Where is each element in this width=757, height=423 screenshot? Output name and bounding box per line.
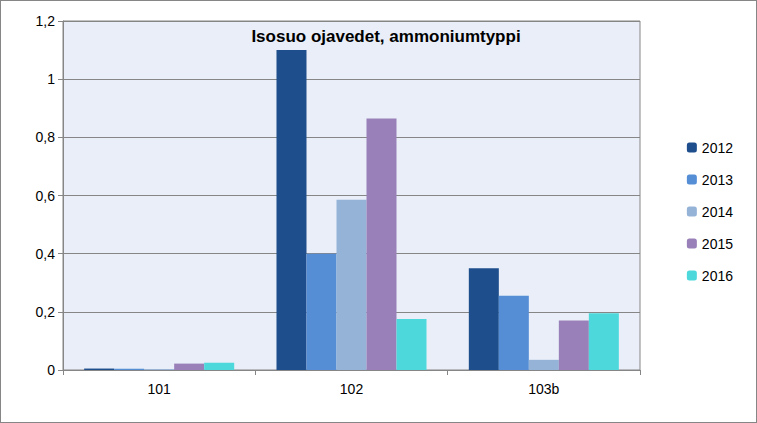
svg-text:101: 101 [147, 381, 171, 397]
svg-text:2012: 2012 [702, 140, 733, 156]
svg-text:1,2: 1,2 [36, 13, 56, 29]
svg-text:103b: 103b [528, 381, 559, 397]
svg-text:0,6: 0,6 [36, 188, 56, 204]
svg-text:0,2: 0,2 [36, 304, 56, 320]
svg-text:2015: 2015 [702, 236, 733, 252]
svg-text:2013: 2013 [702, 172, 733, 188]
svg-text:1: 1 [47, 71, 55, 87]
svg-text:2016: 2016 [702, 268, 733, 284]
svg-text:102: 102 [340, 381, 364, 397]
svg-text:2014: 2014 [702, 204, 733, 220]
svg-text:0,8: 0,8 [36, 129, 56, 145]
svg-text:0,4: 0,4 [36, 246, 56, 262]
svg-text:0: 0 [47, 362, 55, 378]
svg-text:Isosuo ojavedet, ammoniumtyppi: Isosuo ojavedet, ammoniumtyppi [251, 27, 520, 46]
